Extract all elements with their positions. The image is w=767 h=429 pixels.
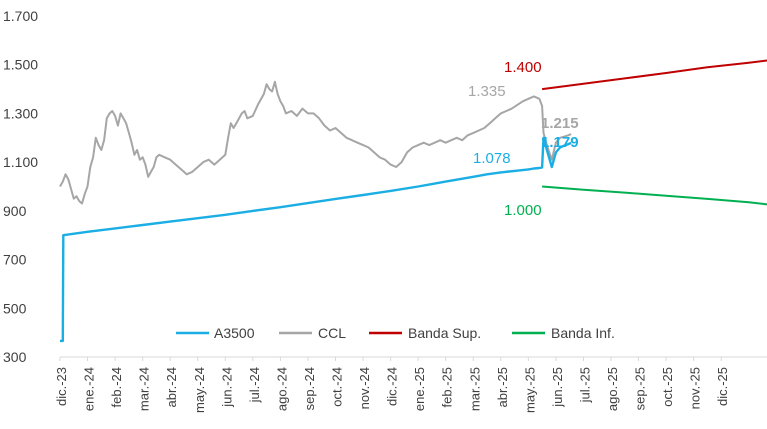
y-axis: 300 500 700 900 1.100 1.300 1.500 1.700 [3, 8, 38, 365]
y-tick-label: 700 [3, 252, 27, 268]
series-line-banda-inf [542, 185, 767, 206]
x-tick-label: feb.-25 [440, 367, 455, 407]
x-tick-label: jun.-25 [550, 367, 565, 408]
x-tick-label: ene.-24 [82, 367, 97, 411]
x-tick-label: mar.-24 [137, 367, 152, 411]
x-tick-label: oct.-24 [330, 367, 345, 407]
x-tick-label: abr.-25 [495, 367, 510, 407]
annotation-banda-sup: 1.400 [504, 59, 542, 76]
y-tick-label: 1.500 [3, 57, 38, 73]
y-tick-label: 300 [3, 349, 27, 365]
legend-label-a3500: A3500 [214, 325, 255, 341]
legend-label-banda-sup: Banda Sup. [408, 325, 481, 341]
y-tick-label: 1.300 [3, 105, 38, 121]
y-tick-label: 1.700 [3, 8, 38, 24]
y-tick-label: 500 [3, 300, 27, 316]
x-tick-label: may.-24 [192, 367, 207, 413]
annotation-a3500-last: 1.179 [541, 134, 579, 151]
x-tick-label: oct.-25 [660, 367, 675, 407]
x-tick-label: jun.-24 [219, 367, 234, 408]
x-tick-label: dic.-24 [385, 367, 400, 406]
x-tick-label: jul.-24 [247, 367, 262, 403]
x-tick-label: sep.-25 [633, 367, 648, 410]
x-tick-label: ago.-25 [605, 367, 620, 411]
annotation-ccl-peak: 1.335 [468, 83, 506, 100]
y-tick-label: 900 [3, 203, 27, 219]
legend-label-banda-inf: Banda Inf. [551, 325, 615, 341]
x-tick-label: ene.-25 [412, 367, 427, 411]
x-tick-label: abr.-24 [164, 367, 179, 407]
x-tick-label: jul.-25 [577, 367, 592, 403]
series-line-ccl [59, 80, 572, 205]
x-tick-label: ago.-24 [274, 367, 289, 411]
x-axis: dic.-23 ene.-24 feb.-24 mar.-24 abr.-24 may.-… [54, 357, 730, 413]
annotation-a3500-prev: 1.078 [473, 150, 511, 167]
annotation-ccl-last: 1.215 [541, 115, 579, 132]
annotation-banda-inf: 1.000 [504, 202, 542, 219]
series-line-a3500 [60, 136, 572, 343]
series-group [59, 59, 767, 343]
x-tick-label: sep.-24 [302, 367, 317, 410]
x-tick-label: feb.-24 [109, 367, 124, 407]
y-tick-label: 1.100 [3, 154, 38, 170]
legend: A3500 CCL Banda Sup. Banda Inf. [176, 325, 615, 341]
x-tick-label: dic.-25 [715, 367, 730, 406]
x-tick-label: mar.-25 [467, 367, 482, 411]
x-tick-label: nov.-24 [357, 367, 372, 409]
legend-label-ccl: CCL [318, 325, 346, 341]
series-line-banda-sup [541, 59, 767, 91]
x-tick-label: nov.-25 [688, 367, 703, 409]
x-tick-label: dic.-23 [54, 367, 69, 406]
x-tick-label: may.-25 [522, 367, 537, 413]
